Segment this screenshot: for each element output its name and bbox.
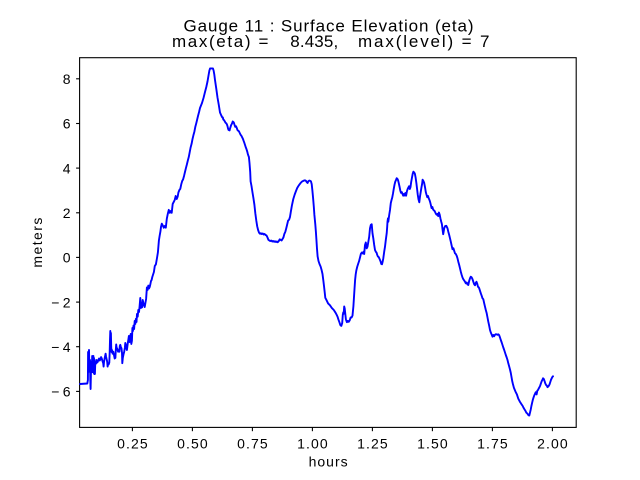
svg-text:max(eta) =: max(eta) = (172, 32, 268, 51)
svg-text:0.25: 0.25 (117, 435, 148, 451)
svg-text:1.00: 1.00 (297, 435, 328, 451)
svg-text:0.50: 0.50 (177, 435, 208, 451)
svg-text:8: 8 (63, 71, 71, 87)
svg-text:4: 4 (63, 160, 71, 176)
svg-text:1.50: 1.50 (417, 435, 448, 451)
svg-text:2: 2 (63, 205, 71, 221)
svg-text:1.25: 1.25 (357, 435, 388, 451)
svg-text:hours: hours (309, 454, 348, 470)
svg-text:meters: meters (29, 218, 45, 268)
svg-text:0.75: 0.75 (237, 435, 268, 451)
svg-text:0: 0 (63, 250, 71, 266)
svg-text:1.75: 1.75 (477, 435, 508, 451)
svg-text:max(level) = 7: max(level) = 7 (358, 32, 490, 51)
svg-text:6: 6 (63, 116, 71, 132)
svg-text:8.435,: 8.435, (290, 32, 338, 51)
svg-text:Gauge 11 : Surface Elevation (: Gauge 11 : Surface Elevation (eta) (184, 17, 474, 36)
svg-text:2.00: 2.00 (537, 435, 568, 451)
